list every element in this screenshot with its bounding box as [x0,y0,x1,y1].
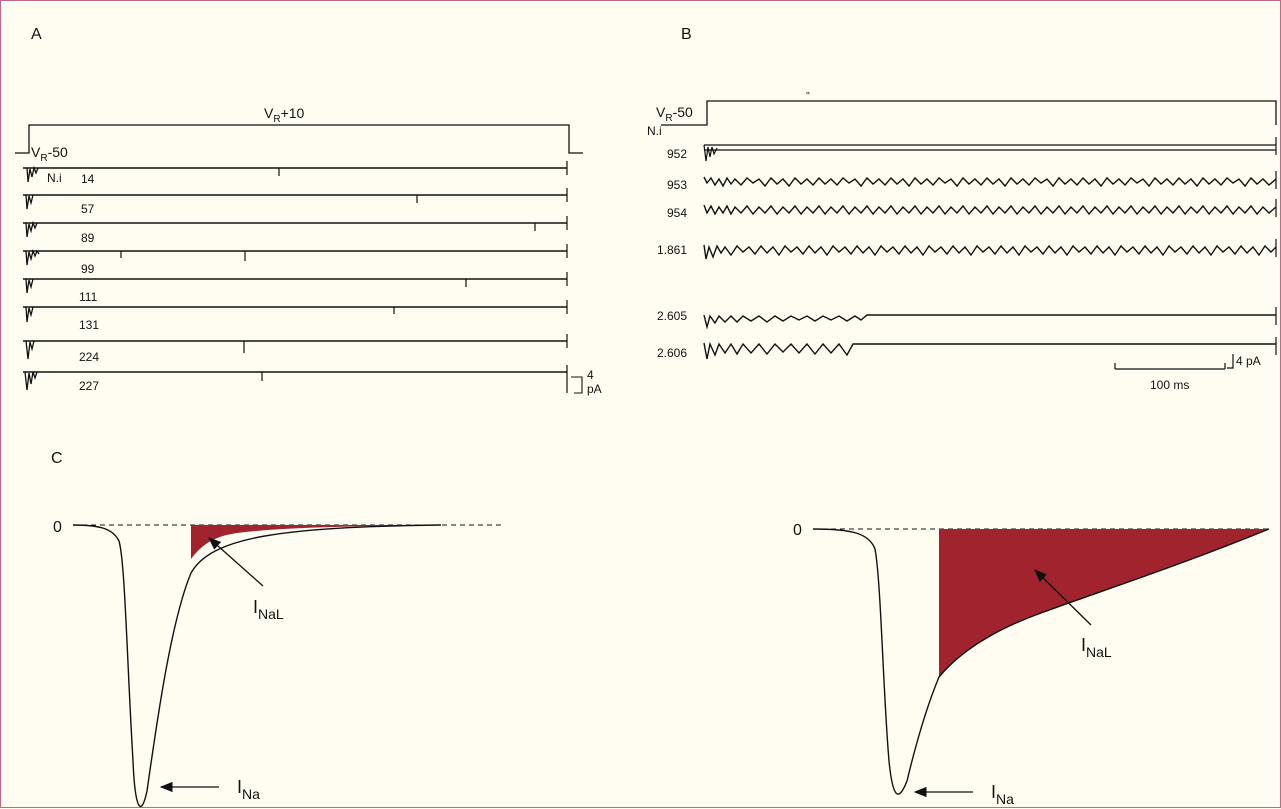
panel-a-step-top-label: VR+10 [264,105,305,125]
panel-a-scale-bar [571,376,583,394]
panel-a-step-base-label: VR-50 [31,144,68,164]
panel-a-letter: A [31,26,42,43]
panel-b-current-scale: 4 pA [1236,354,1261,368]
panel-c-right: 0 INaL INa [793,522,1271,807]
panel-c-right-peak-label: INa [991,782,1014,807]
trace-id: 57 [81,202,95,216]
trace-id: 2.605 [657,309,687,323]
panel-a-trace-header: N.i [47,171,62,185]
panel-b-time-scale: 100 ms [1150,378,1189,392]
panel-b-trace-952: 952 [667,137,1277,162]
panel-a: A VR+10 VR-50 N.i 14 57 89 [15,26,602,396]
panel-a-trace-3: 89 [23,216,568,245]
trace-id: 99 [81,262,95,276]
trace-id: 2.606 [657,346,687,360]
panel-c-left: 0 INaL INa [53,519,501,808]
panel-c-left-zero: 0 [53,519,62,536]
panel-c-left-late-label: INaL [253,597,284,622]
late-current-area [191,525,441,559]
trace-id: 953 [667,178,687,192]
trace-id: 952 [667,147,687,161]
trace-id: 227 [79,379,99,393]
trace-id: 131 [79,318,99,332]
sodium-current-trace [812,528,1270,795]
panel-b-tick-marks: '' [806,91,810,102]
sodium-current-trace [72,524,442,808]
trace-id: 111 [79,290,98,304]
trace-id: 1.861 [657,243,687,257]
panel-b-voltage-step [661,100,1277,126]
late-current-arrow [1034,569,1092,626]
panel-a-trace-6: 131 [23,300,568,332]
panel-a-trace-4: 99 [23,244,568,276]
trace-id: 954 [667,206,687,220]
late-current-arrow [208,537,264,587]
panel-a-trace-8: 227 [23,365,568,393]
panel-c-right-zero: 0 [793,522,802,539]
panel-b-trace-2605: 2.605 [657,307,1277,330]
trace-id: 14 [81,172,95,186]
panel-b-step-base-label: VR-50 [656,104,693,124]
panel-a-voltage-step [15,124,583,154]
panel-a-trace-1: 14 [23,161,568,186]
panel-a-trace-2: 57 [23,188,568,216]
trace-id: 224 [79,350,99,364]
panel-c-right-late-label: INaL [1081,635,1112,660]
panel-b-current-scale-bar [1227,354,1234,369]
trace-id: 89 [81,231,95,245]
panel-b: B VR-50 '' N.i 952 953 954 1.861 [647,26,1277,392]
panel-b-time-scale-ends [1114,363,1226,369]
panel-b-trace-header: N.i [647,124,662,138]
panel-b-trace-953: 953 [667,171,1277,192]
panel-a-trace-5: 111 [23,272,568,304]
panel-a-scale-value: 4 [587,368,594,382]
panel-b-letter: B [681,26,692,43]
panel-a-trace-7: 224 [23,334,568,364]
panel-c: C 0 INaL INa 0 INaL INa [51,450,1271,808]
panel-c-letter: C [51,450,63,467]
panel-b-trace-954: 954 [667,199,1277,220]
panel-a-scale-unit: pA [587,382,602,396]
panel-b-trace-2606: 2.606 [657,337,1277,360]
late-current-area [939,529,1269,677]
panel-b-trace-1861: 1.861 [657,239,1277,260]
panel-c-left-peak-label: INa [237,777,260,802]
